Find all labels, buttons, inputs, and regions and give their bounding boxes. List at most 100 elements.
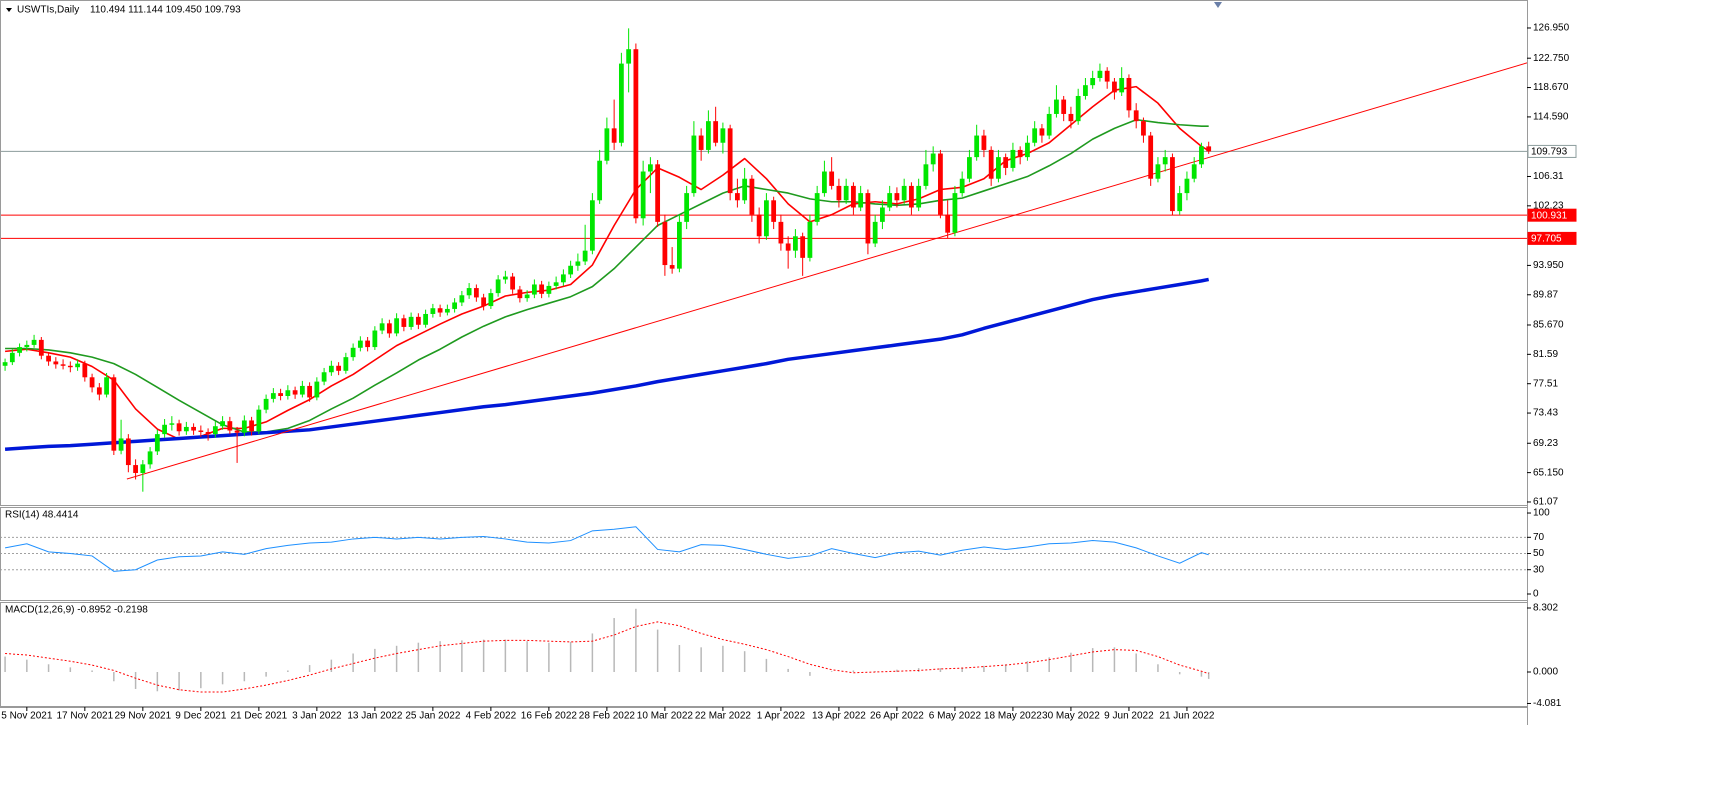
y-tick-label: 106.31 (1533, 171, 1564, 182)
x-tick-label: 21 Dec 2021 (230, 711, 287, 722)
shift-marker (1214, 2, 1222, 8)
candle-body (916, 185, 922, 208)
price-tag-label: 109.793 (1531, 147, 1568, 158)
y-tick-label: 0.000 (1533, 667, 1558, 678)
candle-body (735, 193, 740, 201)
candle-body (807, 221, 813, 258)
candle-body (996, 157, 1001, 179)
candle-body (46, 355, 51, 362)
x-tick-label: 9 Dec 2021 (175, 711, 227, 722)
candle-body (1184, 178, 1190, 194)
candle-body (169, 423, 175, 425)
y-tick-label: 114.590 (1533, 112, 1569, 123)
candle-body (822, 171, 827, 194)
candle-body (676, 221, 682, 269)
y-tick-label: 126.950 (1533, 23, 1570, 34)
x-tick-label: 4 Feb 2022 (466, 711, 517, 722)
y-tick-label: 30 (1533, 564, 1545, 575)
candle-body (524, 294, 530, 299)
candle-body (749, 178, 755, 215)
price-tag (1527, 231, 1577, 245)
y-tick-label: 85.670 (1533, 320, 1564, 331)
candle-body (162, 424, 167, 435)
macd-plot (4, 608, 1210, 693)
candle-body (459, 295, 465, 303)
candle-body (270, 393, 276, 399)
candle-body (386, 323, 392, 334)
candle-body (466, 288, 472, 296)
candle-body (988, 149, 994, 179)
candle-body (191, 426, 196, 431)
y-tick-label: 100 (1533, 508, 1550, 519)
trendline (126, 62, 1527, 480)
candle-body (945, 214, 951, 233)
candle-body (1119, 77, 1125, 93)
candle-body (1097, 70, 1103, 78)
candle-body (118, 438, 124, 451)
x-tick-label: 29 Nov 2021 (114, 711, 171, 722)
candle-body (263, 398, 269, 410)
candle-body (372, 330, 378, 348)
candle-body (669, 265, 675, 269)
candle-body (706, 121, 711, 150)
candle-body (894, 193, 900, 201)
candle-body (553, 282, 559, 286)
candle-body (60, 364, 66, 366)
y-tick-label: 0 (1533, 589, 1539, 600)
candle-body (531, 284, 537, 295)
candle-body (589, 200, 595, 251)
candle-body (691, 135, 697, 194)
candle-body (1141, 121, 1146, 136)
candle-body (437, 308, 443, 313)
y-tick-label: 77.51 (1533, 378, 1558, 389)
candle-body (510, 276, 516, 290)
candle-body (111, 377, 117, 451)
candle-body (814, 193, 820, 222)
x-tick-label: 1 Apr 2022 (757, 711, 806, 722)
candle-body (858, 193, 864, 208)
candle-body (1090, 77, 1096, 86)
candle-body (154, 434, 160, 452)
candle-body (1177, 193, 1183, 212)
candle-body (981, 135, 987, 150)
candle-body (89, 377, 95, 388)
candle-body (575, 261, 581, 266)
candle-body (357, 340, 363, 348)
candle-body (379, 323, 385, 331)
candle-body (647, 164, 653, 172)
candle-body (140, 464, 146, 473)
candle-body (909, 185, 914, 208)
y-tick-label: 8.302 (1533, 603, 1558, 614)
candle-body (901, 185, 907, 201)
price-tag-label: 100.931 (1531, 210, 1568, 221)
candle-body (2, 362, 8, 366)
candle-body (1054, 99, 1059, 114)
x-tick-label: 22 Mar 2022 (695, 711, 752, 722)
x-tick-label: 18 May 2022 (984, 711, 1042, 722)
candle-body (618, 63, 624, 143)
candle-body (546, 285, 552, 294)
x-tick-label: 16 Feb 2022 (521, 711, 578, 722)
x-tick-label: 17 Nov 2021 (56, 711, 113, 722)
price-tag (1527, 208, 1577, 222)
x-tick-label: 6 May 2022 (929, 711, 982, 722)
rsi-line (4, 526, 1209, 572)
candle-body (611, 128, 617, 143)
y-tick-label: 70 (1533, 532, 1545, 543)
x-tick-label: 10 Mar 2022 (637, 711, 694, 722)
candle-body (568, 265, 574, 275)
candle-body (328, 365, 334, 373)
candle-body (633, 49, 639, 219)
candle-body (793, 236, 798, 251)
candle-body (1003, 157, 1009, 168)
candle-body (640, 171, 646, 219)
x-tick-label: 25 Jan 2022 (405, 711, 460, 722)
candle-body (1075, 95, 1081, 122)
candle-body (53, 361, 59, 365)
candle-body (829, 171, 835, 186)
candle-body (930, 153, 936, 165)
x-tick-label: 30 May 2022 (1042, 711, 1100, 722)
y-tick-label: 50 (1533, 548, 1545, 559)
collapse-arrow (6, 8, 12, 12)
candle-body (401, 318, 407, 327)
